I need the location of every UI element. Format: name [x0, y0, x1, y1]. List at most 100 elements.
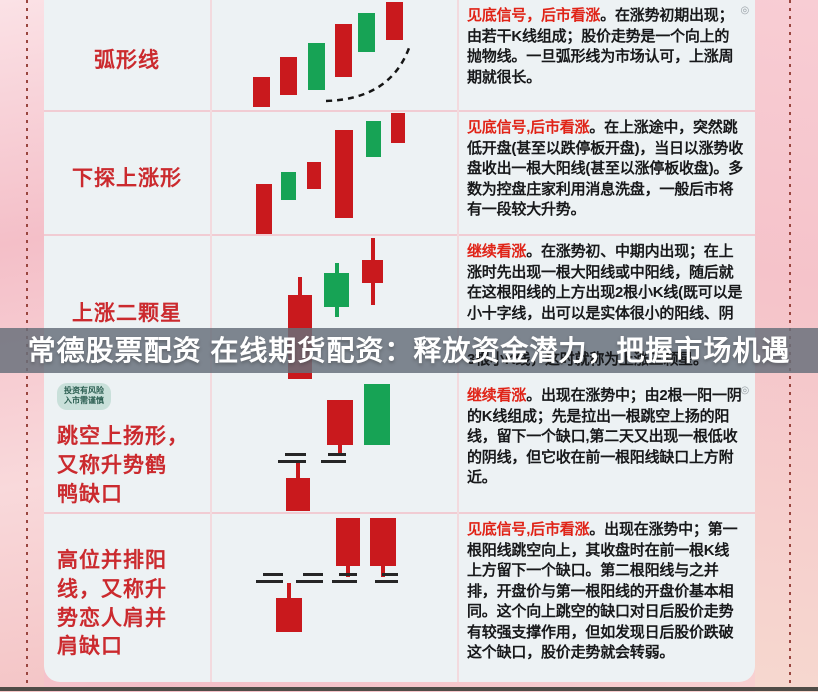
pattern-name-cell: 高位并排阳线，又称升势恋人肩并肩缺口	[44, 514, 210, 682]
candlestick-bear	[308, 43, 325, 90]
bottom-divider	[0, 687, 818, 691]
candlestick-bull	[386, 2, 403, 40]
candlestick-bull	[280, 57, 297, 95]
candlestick-diagram	[210, 0, 457, 110]
pattern-description: ◎ 继续看涨。出现在涨势中；由2根一阳一阴的K线组成；先是拉出一根跳空上扬的阳线…	[457, 380, 755, 512]
risk-badge-line: 入市需谨慎	[64, 396, 104, 406]
gap-mark	[303, 573, 323, 576]
description-text: 。出现在涨势中；由2根一阳一阴的K线组成；先是拉出一根跳空上扬的阳线，留下一个缺…	[467, 387, 742, 486]
pattern-description: 继续看涨。在涨势初、中期内出现；在上涨时先出现一根大阳线或中阳线，随后就在这根阳…	[457, 236, 755, 380]
gap-mark	[328, 453, 346, 456]
pattern-name: 上涨二颗星	[72, 300, 182, 329]
candlestick-bull	[286, 478, 310, 511]
pattern-name-line: 鸭缺口	[57, 482, 123, 506]
signal-highlight: 见底信号,后市看涨	[467, 521, 590, 538]
gap-mark	[296, 580, 323, 583]
pattern-name: 高位并排阳线，又称升势恋人肩并肩缺口	[57, 547, 167, 663]
gap-mark	[321, 460, 346, 463]
dashed-arc-icon	[325, 47, 411, 103]
signal-highlight: 继续看涨	[467, 243, 527, 260]
pattern-name: 跳空上扬形， 又称升势鹤鸭缺口	[57, 423, 189, 510]
candlestick-bull	[336, 518, 360, 566]
risk-badge-line: 投资有风险	[64, 386, 104, 395]
pattern-name-cell: 上涨二颗星	[44, 236, 210, 380]
candle-wick	[338, 445, 342, 453]
candlestick-bull	[335, 24, 352, 77]
pattern-row: 投资有风险 入市需谨慎 跳空上扬形， 又称升势鹤鸭缺口 ◎ 继续看涨。出现在涨势中；…	[44, 380, 755, 512]
candle-wick	[371, 283, 375, 305]
pattern-rows: 弧形线 ◎ 见底信号，后市看涨。在涨势初期出现；由若干K线组成；股价走势是一个向…	[44, 0, 755, 682]
pattern-name-line: 势恋人肩并	[57, 606, 167, 630]
pattern-name-line: 肩缺口	[57, 635, 123, 659]
description-paragraph: 继续看涨。出现在涨势中；由2根一阳一阴的K线组成；先是拉出一根跳空上扬的阳线，留…	[467, 386, 743, 489]
description-text: 。在上涨途中，突然跳低开盘(甚至以跌停板开盘)，当日以涨势收盘收出一根大阳线(甚…	[467, 119, 743, 218]
pattern-name-line: 跳空上扬形，	[57, 424, 189, 448]
banner-overlay	[0, 328, 818, 373]
candle-wick	[381, 566, 385, 577]
pattern-name-line: 弧形线	[94, 49, 160, 73]
candlestick-bull	[327, 400, 353, 445]
pattern-name-cell: 下探上涨形	[44, 112, 210, 234]
gap-mark	[339, 573, 357, 576]
candlestick-bull	[253, 77, 270, 107]
gap-mark	[278, 460, 306, 463]
description-text-2: 3根小K线，这时就称为上涨三颗星。	[467, 351, 708, 368]
pattern-name-line: 又称升势鹤	[57, 453, 167, 477]
candlestick-bull	[391, 113, 405, 143]
candlestick-bear	[364, 384, 390, 445]
description-paragraph: 见底信号,后市看涨。出现在涨势中；第一根阳线跳空向上，其收盘时在前一根K线上方留…	[467, 520, 743, 664]
signal-highlight: 见底信号,后市看涨	[467, 119, 590, 136]
candle-wick	[296, 462, 300, 478]
pattern-name-cell: 弧形线	[44, 0, 210, 110]
promo-banner-text: 常德股票配资 在线期货配资：释放资金潜力，把握市场机遇	[27, 335, 791, 366]
pattern-name-cell: 投资有风险 入市需谨慎 跳空上扬形， 又称升势鹤鸭缺口	[44, 380, 210, 512]
pattern-description: ◎ 见底信号，后市看涨。在涨势初期出现；由若干K线组成；股价走势是一个向上的抛物…	[457, 0, 755, 110]
description-text: 。出现在涨势中；第一根阳线跳空向上，其收盘时在前一根K线上方留下一个缺口。第二根…	[467, 521, 738, 661]
gap-mark	[285, 453, 306, 456]
pattern-name-line: 下探上涨形	[72, 167, 182, 191]
candle-wick	[335, 307, 339, 317]
description-text: 。在涨势初、中期内出现；在上涨时先出现一根大阳线或中阳线，随后就在这根阳线的上方…	[467, 243, 743, 322]
gap-mark	[263, 573, 283, 576]
pattern-name-line: 高位并排阳	[57, 548, 167, 572]
gap-mark	[382, 573, 398, 576]
signal-highlight: 见底信号，后市看涨	[467, 7, 601, 24]
watermark-icon: ◎	[740, 385, 749, 396]
gap-mark	[256, 580, 283, 583]
candlestick-diagram	[210, 112, 457, 234]
pattern-row: 高位并排阳线，又称升势恋人肩并肩缺口 见底信号,后市看涨。出现在涨势中；第一根阳…	[44, 512, 755, 682]
candlestick-bull	[256, 184, 272, 234]
pattern-row: 下探上涨形 见底信号,后市看涨。在上涨途中，突然跳低开盘(甚至以跌停板开盘)，当…	[44, 110, 755, 234]
candlestick-bear	[358, 13, 375, 52]
description-paragraph: 见底信号,后市看涨。在上涨途中，突然跳低开盘(甚至以跌停板开盘)，当日以涨势收盘…	[467, 118, 743, 221]
gap-mark	[332, 580, 357, 583]
description-paragraph: 继续看涨。在涨势初、中期内出现；在上涨时先出现一根大阳线或中阳线，随后就在这根阳…	[467, 242, 743, 324]
watermark-icon: ◎	[740, 5, 749, 16]
pattern-description: 见底信号,后市看涨。出现在涨势中；第一根阳线跳空向上，其收盘时在前一根K线上方留…	[457, 514, 755, 682]
candlestick-bull	[370, 518, 396, 566]
candle-wick	[346, 566, 350, 577]
pattern-name: 下探上涨形	[72, 165, 182, 194]
gap-mark	[375, 580, 398, 583]
risk-warning-badge: 投资有风险 入市需谨慎	[57, 383, 111, 410]
candle-wick	[371, 238, 375, 260]
candlestick-bull	[335, 130, 353, 218]
description-text: 。在涨势初期出现；由若干K线组成；股价走势是一个向上的抛物线。一旦弧形线为市场认…	[467, 7, 734, 86]
candlestick-bull	[276, 598, 302, 632]
candlestick-diagram	[210, 514, 457, 682]
pattern-row: 上涨二颗星 继续看涨。在涨势初、中期内出现；在上涨时先出现一根大阳线或中阳线，随…	[44, 234, 755, 380]
candlestick-bull	[307, 162, 321, 189]
candlestick-diagram	[210, 380, 457, 512]
candlestick-bull	[362, 260, 383, 283]
candle-wick	[298, 277, 302, 295]
candle-wick	[335, 263, 339, 273]
signal-highlight: 继续看涨	[467, 387, 527, 404]
pattern-name-line: 线，又称升	[57, 577, 167, 601]
candlestick-bear	[366, 121, 381, 157]
description-paragraph: 见底信号，后市看涨。在涨势初期出现；由若干K线组成；股价走势是一个向上的抛物线。…	[467, 6, 743, 88]
candlestick-bear	[281, 172, 296, 200]
pattern-name: 弧形线	[94, 47, 160, 76]
pattern-row: 弧形线 ◎ 见底信号，后市看涨。在涨势初期出现；由若干K线组成；股价走势是一个向…	[44, 0, 755, 110]
candlestick-bear	[324, 273, 349, 307]
